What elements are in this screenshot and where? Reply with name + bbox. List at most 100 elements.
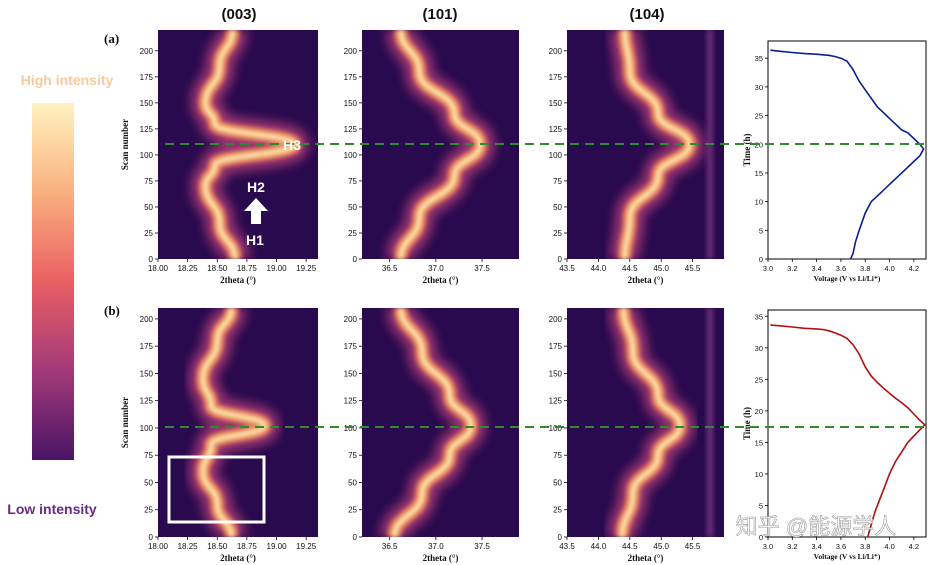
x-tick-label: 3.2 (787, 542, 797, 551)
peak-core (622, 30, 692, 259)
x-axis-label: 2theta (°) (423, 275, 459, 285)
x-tick-label: 44.5 (622, 264, 638, 273)
column-title-104: (104) (629, 6, 664, 23)
y-tick-label: 25 (144, 506, 153, 515)
y-tick-label: 0 (759, 533, 763, 542)
annotation-h2: H2 (247, 179, 265, 195)
x-tick-label: 37.0 (428, 264, 444, 273)
y-tick-label: 125 (549, 125, 563, 134)
row-label-b: (b) (104, 303, 120, 318)
x-tick-label: 45.0 (653, 542, 669, 551)
x-axis-label: 2theta (°) (628, 553, 664, 563)
y-tick-label: 75 (553, 451, 562, 460)
chart-b-003: 0 25 50 75 100 125 150 175 200 18.00 18.25 18.50 18.… (120, 308, 318, 563)
y-tick-label: 10 (755, 198, 763, 207)
y-tick-label: 50 (348, 203, 357, 212)
x-tick-label: 19.25 (296, 264, 317, 273)
x-tick-label: 3.6 (836, 542, 846, 551)
y-tick-label: 175 (549, 342, 563, 351)
x-tick-label: 18.50 (207, 264, 228, 273)
x-tick-label: 45.5 (685, 264, 701, 273)
x-tick-label: 18.75 (237, 264, 258, 273)
x-axis-label: 2theta (°) (423, 553, 459, 563)
x-tick-label: 3.4 (811, 264, 821, 273)
x-tick-label: 44.5 (622, 542, 638, 551)
y-tick-label: 35 (755, 312, 763, 321)
y-tick-label: 50 (553, 203, 562, 212)
y-tick-label: 35 (755, 54, 763, 63)
peak-core (200, 308, 268, 537)
x-tick-label: 44.0 (591, 264, 607, 273)
y-tick-label: 25 (755, 112, 763, 121)
x-axis-label: 2theta (°) (220, 275, 256, 285)
y-tick-label: 100 (140, 424, 154, 433)
x-tick-label: 36.5 (382, 264, 398, 273)
x-tick-label: 4.2 (909, 264, 919, 273)
y-tick-label: 200 (344, 47, 358, 56)
y-tick-label: 200 (549, 47, 563, 56)
x-tick-label: 3.0 (763, 264, 773, 273)
y-tick-label: 200 (344, 315, 358, 324)
y-tick-label: 0 (353, 533, 358, 542)
column-title-101: (101) (422, 6, 457, 23)
y-tick-label: 125 (549, 397, 563, 406)
x-tick-label: 45.0 (653, 264, 669, 273)
time-voltage-curve (770, 49, 925, 260)
x-tick-label: 18.25 (178, 542, 199, 551)
x-axis-label: 2theta (°) (628, 275, 664, 285)
y-tick-label: 75 (144, 451, 153, 460)
annotation-h3: H3 (283, 137, 301, 153)
y-tick-label: 5 (759, 501, 763, 510)
x-tick-label: 45.5 (685, 542, 701, 551)
y-tick-label: 150 (549, 369, 563, 378)
x-axis-label: 2theta (°) (220, 553, 256, 563)
y-tick-label: 150 (549, 99, 563, 108)
x-tick-label: 43.5 (559, 542, 575, 551)
y-tick-label: 175 (549, 73, 563, 82)
y-tick-label: 100 (549, 151, 563, 160)
x-tick-label: 43.5 (559, 264, 575, 273)
x-tick-label: 3.0 (763, 542, 773, 551)
y-tick-label: 20 (755, 407, 763, 416)
y-tick-label: 175 (140, 73, 154, 82)
x-tick-label: 3.4 (811, 542, 821, 551)
y-tick-label: 25 (348, 229, 357, 238)
x-tick-label: 4.0 (884, 264, 894, 273)
chart-a-time: 051015202530353.03.23.43.63.84.04.2Volta… (742, 40, 927, 283)
y-tick-label: 75 (553, 177, 562, 186)
heatmap-background (362, 308, 519, 537)
y-tick-label: 200 (549, 315, 563, 324)
chart-b-104: 0 25 50 75 100 125 150 175 200 43.5 44.0 44.5 45.0 45… (549, 308, 724, 563)
x-tick-label: 18.75 (237, 542, 258, 551)
y-tick-label: 150 (344, 99, 358, 108)
column-title-003: (003) (221, 6, 256, 23)
y-axis-label: Time (h) (742, 133, 752, 166)
chart-b-101: 0 25 50 75 100 125 150 175 200 36.5 37.0 37.5 2theta… (344, 308, 519, 563)
y-tick-label: 15 (755, 169, 763, 178)
x-tick-label: 4.0 (884, 542, 894, 551)
y-tick-label: 50 (553, 478, 562, 487)
y-axis-label: Time (h) (742, 407, 752, 440)
y-tick-label: 175 (344, 342, 358, 351)
colorbar (32, 103, 74, 460)
x-tick-label: 18.25 (178, 264, 199, 273)
colorbar-low-label: Low intensity (7, 501, 97, 517)
x-tick-label: 18.00 (148, 264, 169, 273)
y-tick-label: 125 (344, 397, 358, 406)
highlight-box (167, 455, 266, 524)
x-tick-label: 18.50 (207, 542, 228, 551)
y-tick-label: 75 (348, 451, 357, 460)
y-tick-label: 30 (755, 83, 763, 92)
y-tick-label: 200 (140, 315, 154, 324)
y-tick-label: 15 (755, 438, 763, 447)
y-tick-label: 10 (755, 470, 763, 479)
plot-frame (767, 309, 927, 538)
x-tick-label: 19.00 (267, 264, 288, 273)
y-tick-label: 150 (140, 99, 154, 108)
y-tick-label: 125 (140, 397, 154, 406)
x-tick-label: 3.6 (836, 264, 846, 273)
y-tick-label: 125 (344, 125, 358, 134)
annotation-h1: H1 (246, 232, 264, 248)
y-tick-label: 50 (144, 203, 153, 212)
